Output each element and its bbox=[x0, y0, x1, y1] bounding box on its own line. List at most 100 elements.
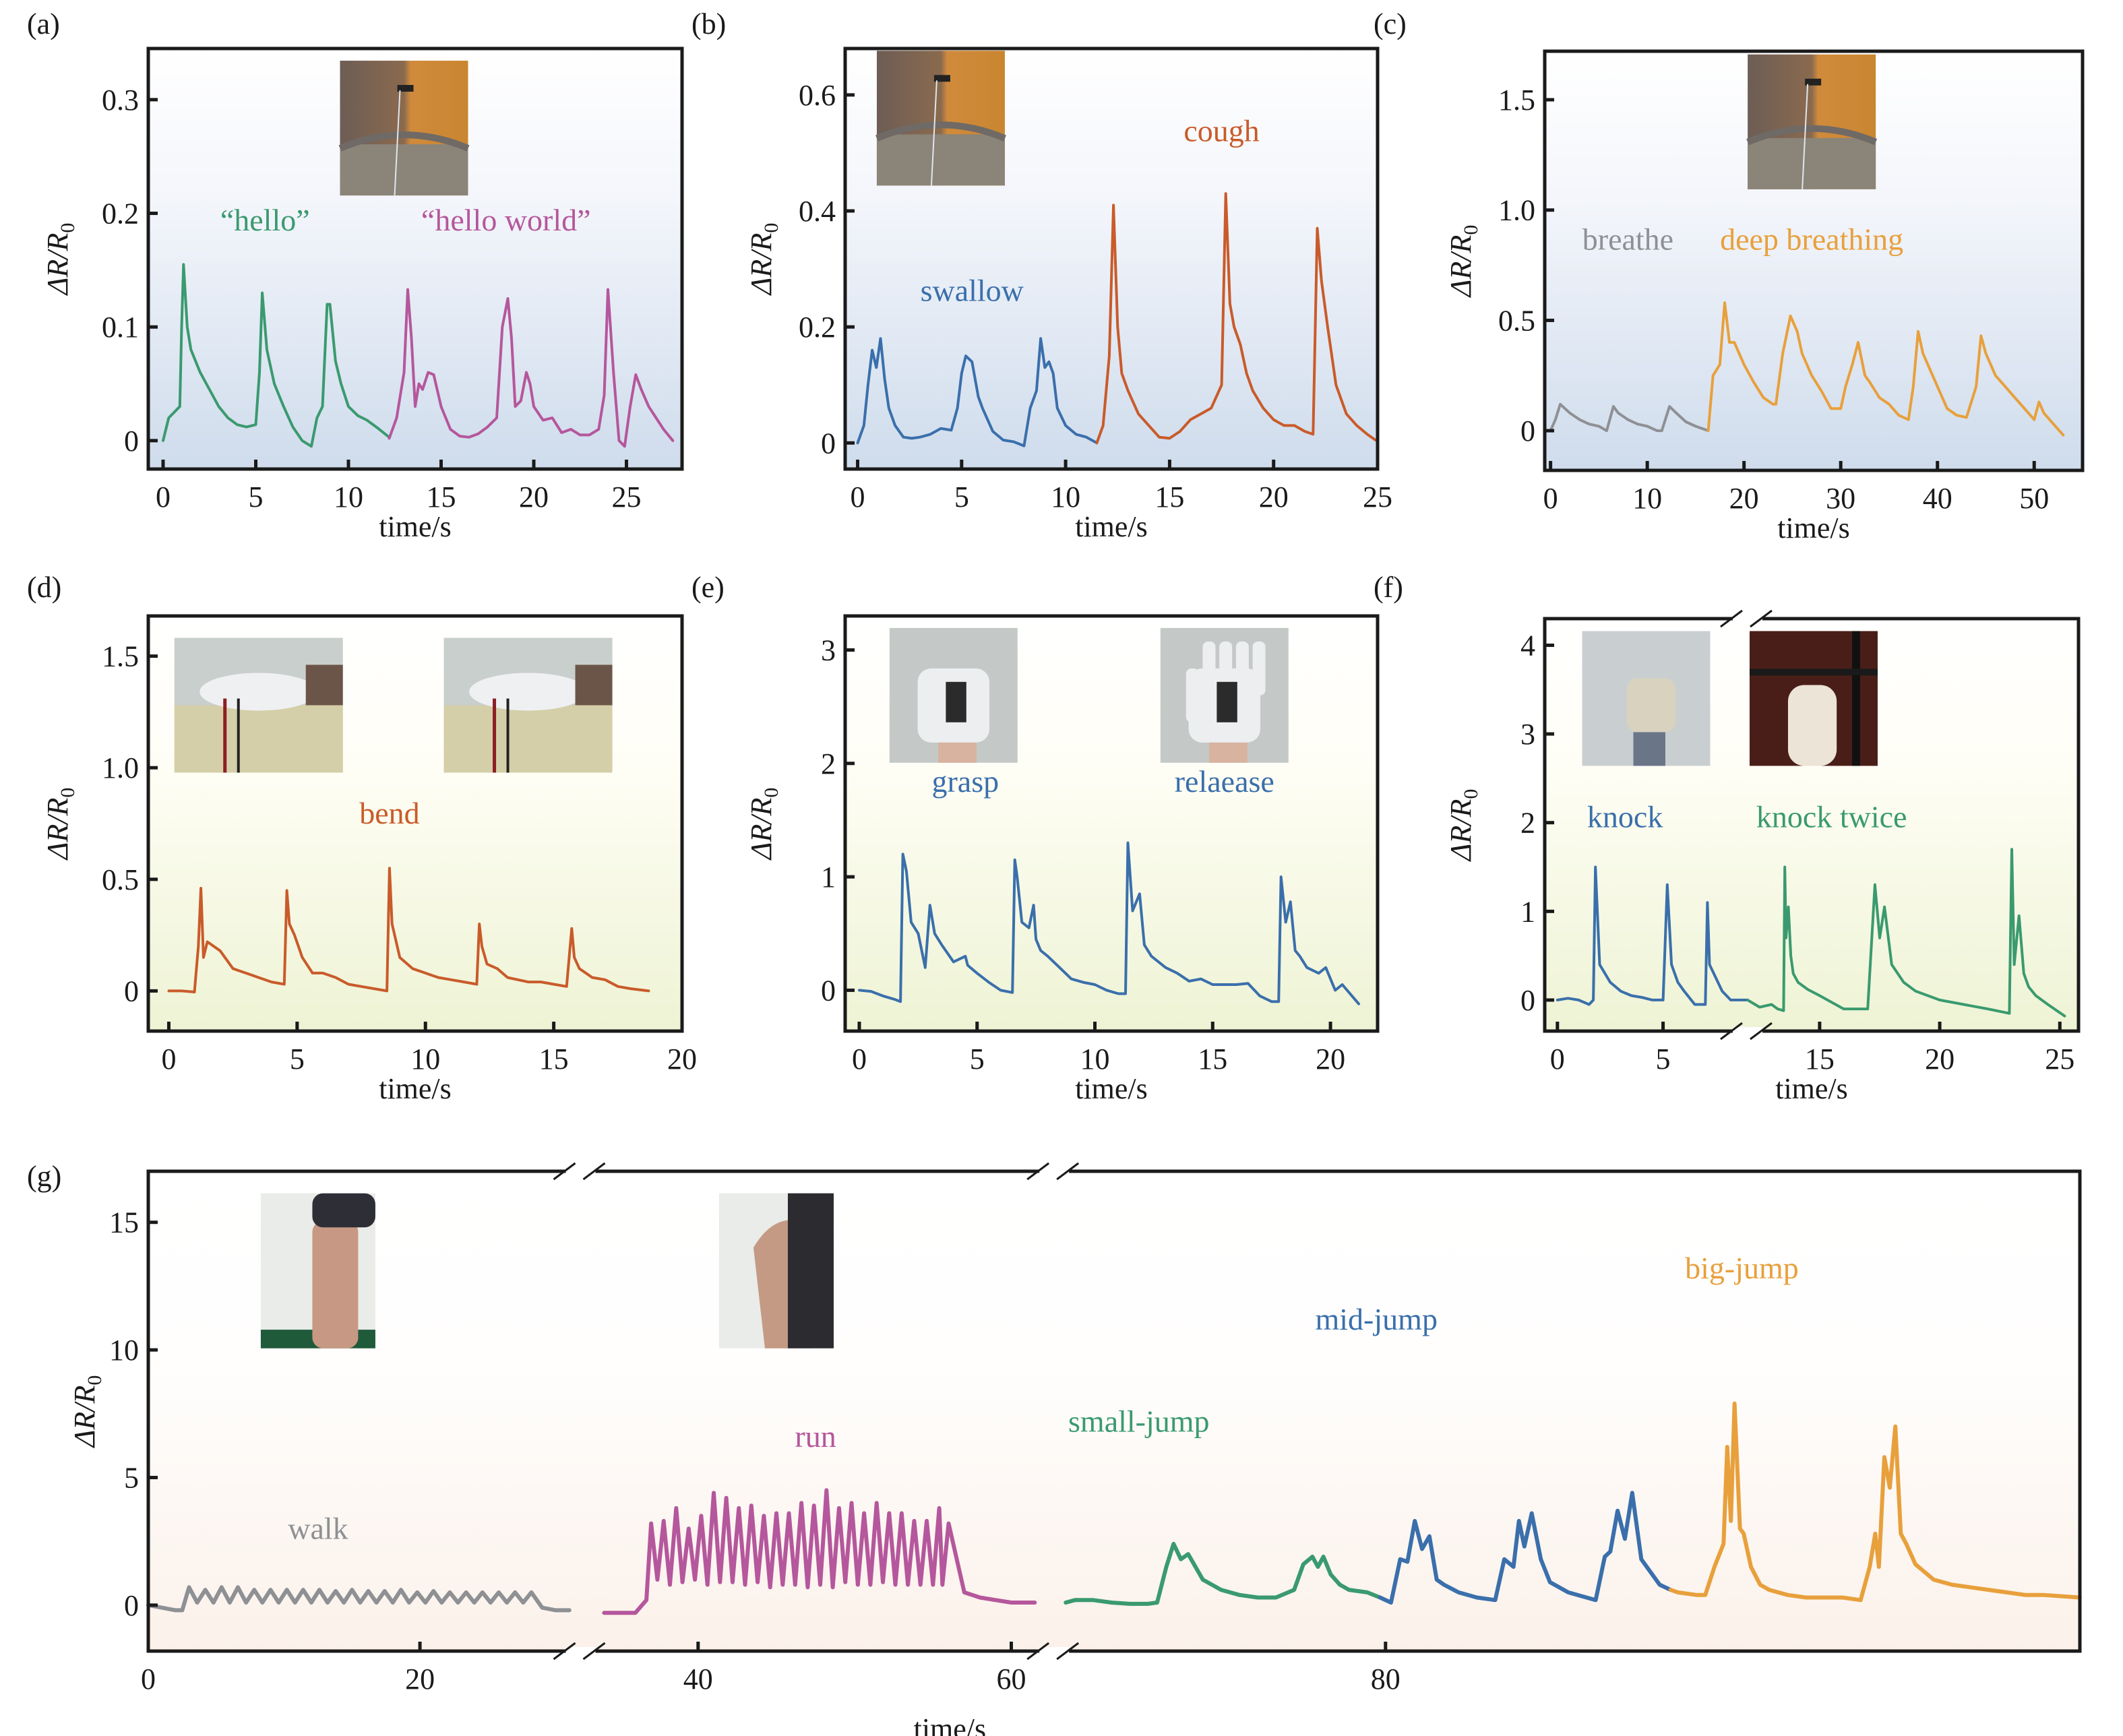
x-tick-label: 40 bbox=[683, 1663, 713, 1696]
x-tick-label: 20 bbox=[1316, 1043, 1345, 1076]
series-line-d-0 bbox=[167, 867, 650, 993]
series-line-g-0 bbox=[146, 1585, 572, 1613]
y-tick-label: 0.6 bbox=[799, 79, 836, 112]
x-axis-title: time/s bbox=[1075, 1072, 1148, 1105]
x-tick-label: 25 bbox=[612, 480, 642, 514]
x-tick-label: 0 bbox=[1550, 1043, 1565, 1076]
x-tick-label: 20 bbox=[1259, 480, 1289, 514]
y-tick-label: 0.2 bbox=[102, 197, 139, 230]
y-tick-label: 0 bbox=[124, 1589, 139, 1622]
x-tick-label: 0 bbox=[161, 1043, 176, 1076]
y-tick-label: 1 bbox=[821, 861, 836, 894]
x-tick-label: 0 bbox=[141, 1663, 156, 1696]
fist-knock-photo bbox=[1582, 631, 1711, 766]
y-tick-label: 0 bbox=[821, 974, 836, 1007]
y-tick-label: 0.4 bbox=[799, 195, 836, 228]
x-axis-title: time/s bbox=[1075, 510, 1148, 543]
series-label: big-jump bbox=[1685, 1251, 1799, 1285]
x-axis-title: time/s bbox=[1777, 512, 1850, 545]
x-tick-label: 5 bbox=[970, 1043, 985, 1076]
series-label: deep breathing bbox=[1720, 222, 1903, 257]
series-label: bend bbox=[359, 796, 419, 830]
panel-a: “hello” “hello world” 0 0.1 0.2 0.3 0 5 10 15 20 25… bbox=[27, 7, 684, 543]
y-tick-label: 0.3 bbox=[102, 84, 139, 117]
plot-background bbox=[148, 1171, 2080, 1651]
y-tick-label: 0 bbox=[1520, 414, 1535, 447]
y-axis-title: ΔR/R0 bbox=[745, 788, 782, 861]
x-tick-label: 25 bbox=[2045, 1043, 2074, 1076]
x-tick-label: 50 bbox=[2019, 482, 2049, 515]
x-tick-label: 10 bbox=[1080, 1043, 1110, 1076]
axis-break-mark bbox=[553, 1162, 606, 1181]
series-line-g-2 bbox=[1064, 1541, 1382, 1606]
axis-break-mark bbox=[1026, 1162, 1080, 1181]
y-axis-title-sub: 0 bbox=[1460, 789, 1482, 799]
y-tick-label: 0.5 bbox=[1498, 304, 1535, 337]
y-tick-label: 5 bbox=[124, 1461, 139, 1494]
x-axis-title: time/s bbox=[914, 1712, 987, 1736]
y-axis-title: ΔR/R0 bbox=[41, 788, 79, 861]
series-line-a-1 bbox=[388, 288, 675, 448]
panel-label: (g) bbox=[27, 1160, 61, 1193]
y-tick-label: 0 bbox=[124, 974, 139, 1008]
x-tick-label: 5 bbox=[1656, 1043, 1671, 1076]
y-axis-title-sub: 0 bbox=[1460, 225, 1482, 235]
series-label: “hello” bbox=[220, 203, 310, 237]
knee-bent-photo bbox=[718, 1193, 834, 1348]
y-tick-label: 3 bbox=[821, 633, 836, 666]
x-tick-label: 5 bbox=[249, 480, 264, 514]
y-axis-title-main: ΔR/R bbox=[41, 797, 74, 861]
panel-label: (f) bbox=[1374, 571, 1403, 604]
panel-label: (b) bbox=[691, 7, 726, 40]
y-tick-label: 1.5 bbox=[1498, 84, 1535, 117]
panel-label: (e) bbox=[691, 571, 725, 604]
y-axis-title: ΔR/R0 bbox=[41, 223, 79, 297]
axis-break-mark bbox=[1026, 1642, 1080, 1661]
y-axis-title-main: ΔR/R bbox=[1444, 235, 1477, 298]
series-line-e-0 bbox=[858, 841, 1360, 1005]
series-label: swallow bbox=[921, 273, 1024, 307]
panel-label: (c) bbox=[1374, 7, 1407, 40]
series-line-b-0 bbox=[856, 337, 1099, 447]
plot-frame bbox=[1543, 617, 2081, 1033]
panel-g: walk run small-jump mid-jump big-jump 0 5 10 15 0… bbox=[27, 1160, 2082, 1736]
plot-frame bbox=[843, 46, 1380, 471]
x-tick-label: 10 bbox=[1632, 482, 1662, 515]
y-tick-label: 1.5 bbox=[102, 640, 139, 673]
y-tick-label: 1.0 bbox=[102, 751, 139, 784]
y-tick-label: 1 bbox=[1520, 895, 1535, 928]
x-tick-label: 20 bbox=[519, 480, 549, 514]
series-label: “hello world” bbox=[421, 203, 591, 237]
x-tick-label: 25 bbox=[1363, 480, 1392, 514]
series-label: small-jump bbox=[1068, 1404, 1210, 1438]
series-label: walk bbox=[288, 1511, 348, 1545]
y-tick-label: 15 bbox=[109, 1206, 139, 1239]
y-tick-label: 0.2 bbox=[799, 311, 836, 344]
y-tick-label: 3 bbox=[1520, 718, 1535, 751]
neck-sensor-photo bbox=[875, 51, 1006, 186]
plot-frame bbox=[1543, 49, 2085, 472]
y-axis-title-main: ΔR/R bbox=[41, 232, 74, 296]
x-tick-label: 0 bbox=[852, 1043, 867, 1076]
gloved-hand-release-photo bbox=[1160, 627, 1289, 763]
series-line-c-0 bbox=[1549, 402, 1710, 433]
x-tick-label: 5 bbox=[290, 1043, 305, 1076]
x-tick-label: 30 bbox=[1826, 482, 1855, 515]
x-tick-label: 0 bbox=[851, 480, 865, 514]
series-label: knock bbox=[1587, 799, 1663, 834]
y-axis-title-sub: 0 bbox=[57, 788, 79, 798]
plot-frame bbox=[146, 1169, 2082, 1653]
x-tick-label: 0 bbox=[156, 480, 171, 514]
series-line-b-1 bbox=[1095, 192, 1377, 445]
x-tick-label: 15 bbox=[1805, 1043, 1835, 1076]
series-label: mid-jump bbox=[1316, 1302, 1438, 1336]
gloved-hand-flat-photo bbox=[174, 638, 343, 773]
x-tick-label: 15 bbox=[1198, 1043, 1227, 1076]
y-tick-label: 0 bbox=[821, 427, 836, 460]
series-line-g-3 bbox=[1378, 1491, 1673, 1605]
y-tick-label: 0.5 bbox=[102, 863, 139, 896]
